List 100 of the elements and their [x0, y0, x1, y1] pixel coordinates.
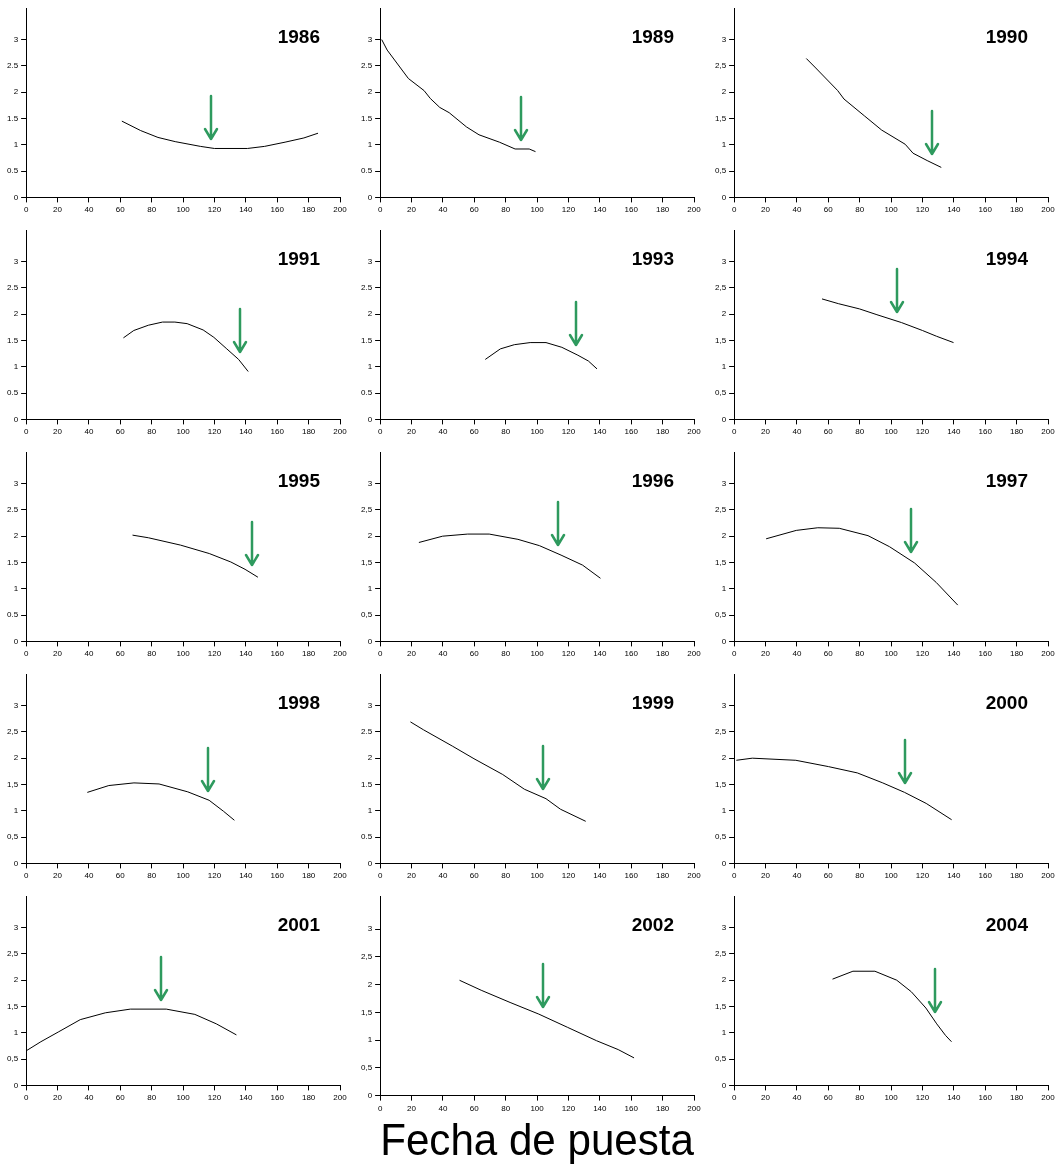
x-tick-label: 120 [561, 649, 576, 659]
y-tick-label: 0.5 [361, 166, 373, 176]
x-tick-label: 140 [593, 871, 608, 881]
x-tick-label: 60 [115, 205, 126, 215]
y-tick-label: 0 [367, 192, 373, 202]
y-tick-label: 2,5 [7, 727, 19, 737]
x-tick-label: 120 [561, 205, 576, 215]
y-tick-label: 3 [367, 34, 373, 44]
y-tick-label: 0,5 [715, 832, 727, 842]
x-tick-label: 120 [207, 649, 222, 659]
y-tick-label: 2 [721, 87, 727, 97]
x-tick-label: 140 [239, 871, 254, 881]
x-tick-label: 120 [561, 427, 576, 437]
x-tick-label: 0 [731, 427, 737, 437]
x-tick-label: 0 [731, 871, 737, 881]
x-tick-label: 140 [593, 649, 608, 659]
x-tick-label: 20 [53, 205, 63, 215]
y-tick-label: 2 [13, 975, 19, 985]
x-tick-label: 100 [530, 427, 545, 437]
y-tick-label: 2 [721, 309, 727, 319]
y-tick-label: 3 [13, 34, 19, 44]
x-tick-label: 60 [823, 427, 834, 437]
x-tick-label: 200 [333, 205, 348, 215]
text: 1993 [631, 248, 674, 270]
x-tick-label: 200 [333, 1093, 348, 1103]
x-tick-label: 160 [624, 1103, 639, 1113]
text: 1999 [631, 692, 674, 714]
x-tick-label: 60 [115, 427, 126, 437]
x-tick-label: 40 [438, 649, 448, 659]
x-tick-label: 40 [438, 427, 448, 437]
x-tick-label: 200 [687, 1103, 702, 1113]
x-tick-label: 60 [823, 871, 834, 881]
x-tick-label: 20 [761, 649, 771, 659]
x-tick-label: 20 [53, 871, 63, 881]
x-tick-label: 140 [593, 1103, 608, 1113]
y-tick-label: 0.5 [361, 832, 373, 842]
x-tick-label: 20 [407, 427, 417, 437]
x-tick-label: 80 [855, 649, 865, 659]
x-tick-label: 80 [501, 871, 511, 881]
y-tick-label: 2.5 [361, 727, 373, 737]
y-tick-label: 1 [13, 361, 19, 371]
x-tick-label: 120 [915, 427, 930, 437]
y-tick-label: 0 [721, 414, 727, 424]
y-tick-label: 0,5 [361, 610, 373, 620]
x-tick-label: 20 [407, 871, 417, 881]
x-tick-label: 0 [731, 205, 737, 215]
y-tick-label: 2,5 [715, 283, 727, 293]
text: 2002 [631, 914, 674, 936]
x-tick-label: 60 [469, 649, 480, 659]
x-tick-label: 60 [823, 205, 834, 215]
y-tick-label: 0,5 [715, 610, 727, 620]
x-tick-label: 20 [53, 649, 63, 659]
y-tick-label: 0 [367, 636, 373, 646]
x-tick-label: 40 [84, 871, 94, 881]
x-tick-label: 40 [438, 871, 448, 881]
y-tick-label: 0 [13, 858, 19, 868]
x-axis-title: Fecha de puesta [380, 1114, 694, 1164]
y-tick-label: 1 [721, 139, 727, 149]
text: 1994 [985, 248, 1029, 270]
x-tick-label: 0 [377, 427, 383, 437]
x-tick-label: 200 [687, 649, 702, 659]
x-tick-label: 80 [147, 871, 157, 881]
x-tick-label: 80 [147, 205, 157, 215]
x-tick-label: 60 [469, 205, 480, 215]
x-tick-label: 80 [855, 205, 865, 215]
x-tick-label: 80 [501, 1103, 511, 1113]
y-tick-label: 3 [721, 922, 727, 932]
x-tick-label: 200 [333, 871, 348, 881]
y-tick-label: 3 [13, 700, 19, 710]
x-tick-label: 200 [687, 205, 702, 215]
text: 1991 [277, 248, 321, 270]
x-tick-label: 120 [207, 205, 222, 215]
y-tick-label: 0 [367, 858, 373, 868]
x-tick-label: 160 [624, 871, 639, 881]
x-tick-label: 20 [761, 871, 771, 881]
x-tick-label: 100 [884, 427, 899, 437]
x-tick-label: 20 [761, 1093, 771, 1103]
x-tick-label: 0 [23, 1093, 29, 1103]
x-tick-label: 160 [978, 1093, 993, 1103]
x-tick-label: 200 [687, 871, 702, 881]
x-tick-label: 0 [731, 1093, 737, 1103]
x-tick-label: 80 [855, 1093, 865, 1103]
y-tick-label: 1,5 [361, 1007, 373, 1017]
y-tick-label: 2 [367, 753, 373, 763]
x-tick-label: 80 [855, 871, 865, 881]
x-tick-label: 80 [501, 427, 511, 437]
x-tick-label: 180 [655, 1103, 670, 1113]
y-tick-label: 1 [367, 361, 373, 371]
y-tick-label: 0 [13, 414, 19, 424]
x-tick-label: 120 [915, 205, 930, 215]
y-tick-label: 3 [721, 256, 727, 266]
text: 1995 [277, 470, 321, 492]
y-tick-label: 0,5 [715, 1054, 727, 1064]
x-tick-label: 200 [1041, 871, 1056, 881]
x-tick-label: 180 [1009, 649, 1024, 659]
x-tick-label: 20 [761, 205, 771, 215]
x-tick-label: 200 [333, 649, 348, 659]
y-tick-label: 2,5 [361, 505, 373, 515]
x-tick-label: 60 [115, 649, 126, 659]
x-tick-label: 100 [530, 205, 545, 215]
